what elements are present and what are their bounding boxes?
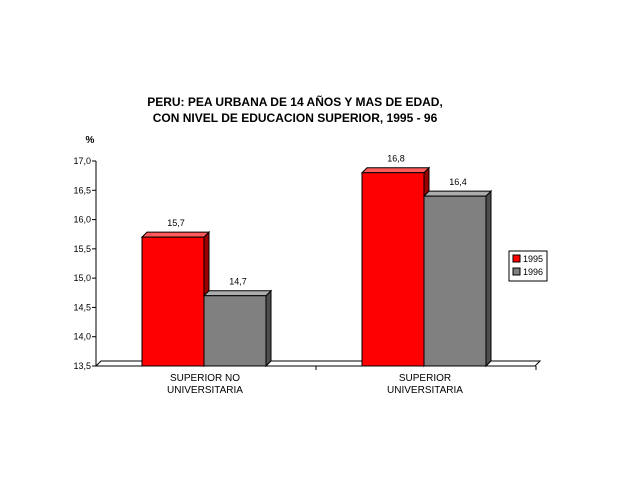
category-label-1-1: UNIVERSITARIA <box>387 385 463 396</box>
chart-title-line-1: PERU: PEA URBANA DE 14 AÑOS Y MAS DE EDA… <box>147 95 443 109</box>
category-label-0-1: UNIVERSITARIA <box>167 385 243 396</box>
bar-top-1996-0 <box>202 290 273 297</box>
bar-top-1995-1 <box>360 167 431 174</box>
bar-top-1996-1 <box>422 190 493 197</box>
chart-title-line-2: CON NIVEL DE EDUCACION SUPERIOR, 1995 - … <box>152 111 438 125</box>
category-label-1-0: SUPERIOR <box>399 373 451 384</box>
y-tick-label: 14,5 <box>73 302 91 312</box>
bar-side-1996-1 <box>485 189 492 368</box>
data-label-1995-1: 16,8 <box>387 154 405 164</box>
bar-1996-0 <box>203 295 267 367</box>
category-label-0-0: SUPERIOR NO <box>170 373 240 384</box>
y-tick-label: 14,0 <box>73 332 91 342</box>
bar-side-1996-0 <box>265 289 272 368</box>
legend-label-1995: 1995 <box>523 254 543 264</box>
data-label-1995-0: 15,7 <box>167 218 185 228</box>
y-tick-label: 13,5 <box>73 361 91 371</box>
bar-1995-1 <box>361 172 425 367</box>
y-axis-unit-label: % <box>86 135 95 146</box>
bar-top-1995-0 <box>140 231 211 238</box>
chart-title: PERU: PEA URBANA DE 14 AÑOS Y MAS DE EDA… <box>120 94 470 126</box>
legend-box <box>508 250 548 282</box>
data-label-1996-1: 16,4 <box>449 177 467 187</box>
legend-swatch-1996 <box>512 267 521 276</box>
legend-label-1996: 1996 <box>523 267 543 277</box>
bar-1996-1 <box>423 195 487 367</box>
data-label-1996-0: 14,7 <box>229 277 247 287</box>
legend-swatch-1995 <box>512 254 521 263</box>
y-tick-label: 15,0 <box>73 273 91 283</box>
y-tick-label: 17,0 <box>73 156 91 166</box>
bar-1995-0 <box>141 236 205 367</box>
y-tick-label: 16,5 <box>73 185 91 195</box>
y-tick-label: 15,5 <box>73 244 91 254</box>
y-tick-label: 16,0 <box>73 215 91 225</box>
